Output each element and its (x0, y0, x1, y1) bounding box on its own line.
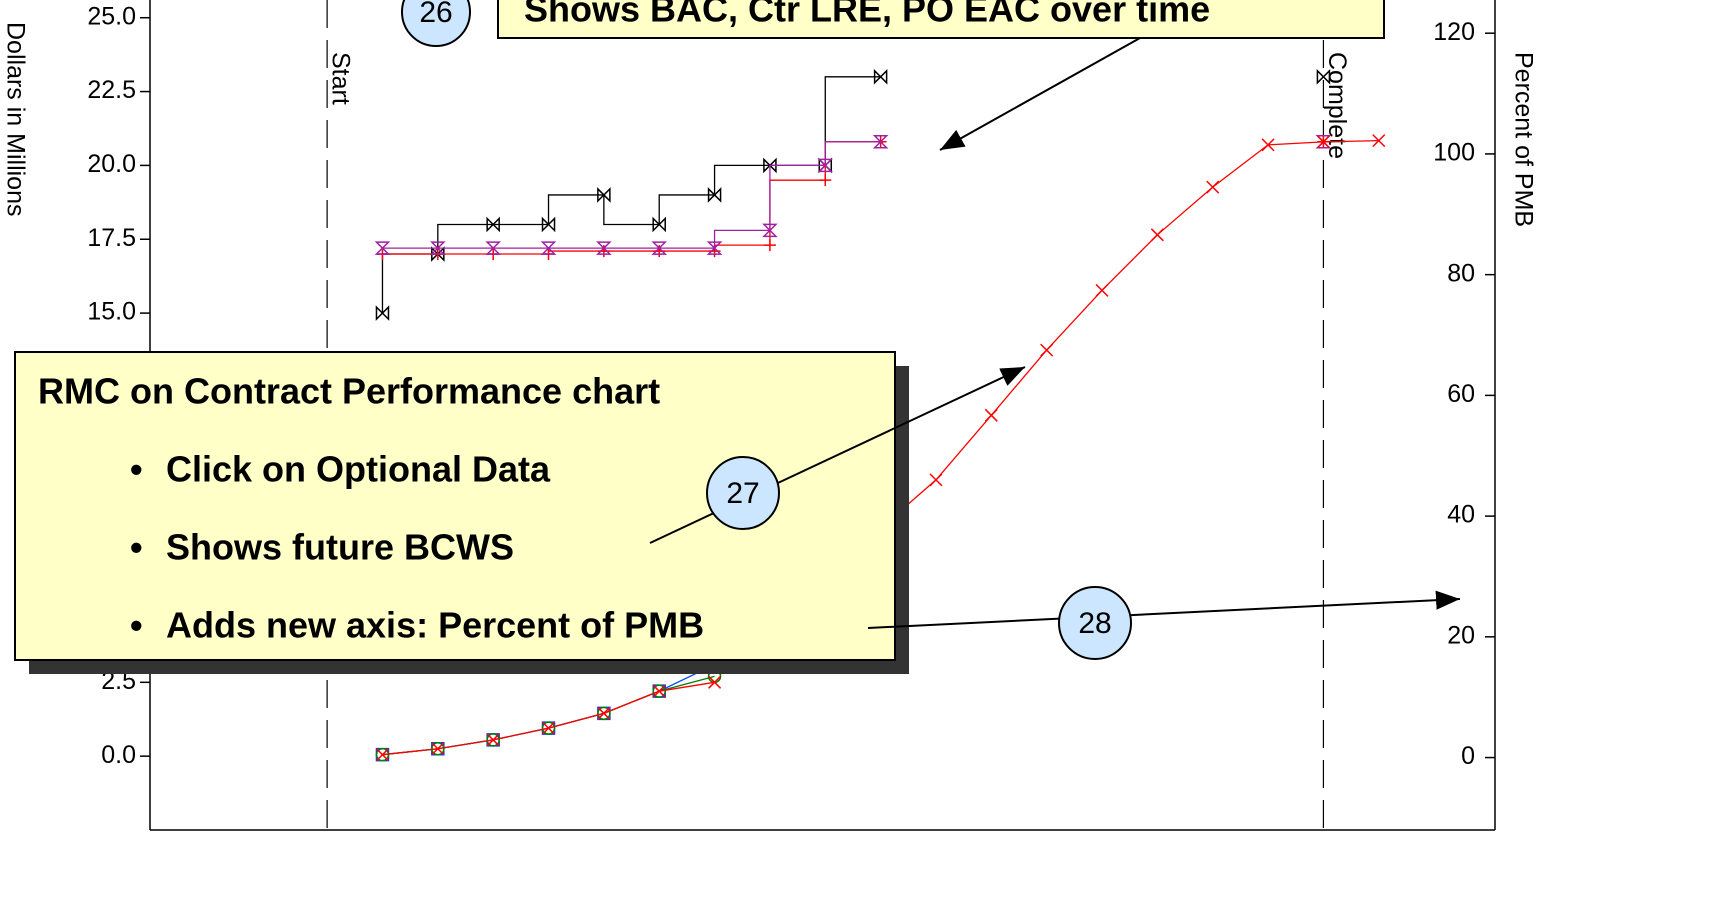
marker (1206, 180, 1220, 194)
marker (707, 187, 722, 203)
y-tick-label: 20.0 (87, 150, 136, 178)
y2-tick-label: 20 (1447, 621, 1475, 649)
marker (652, 684, 666, 698)
y2-tick-label: 120 (1433, 18, 1475, 46)
bullet-text: Shows future BCWS (166, 527, 514, 568)
y-tick-label: 25.0 (87, 2, 136, 30)
marker (596, 241, 612, 255)
marker (763, 239, 776, 252)
marker (485, 241, 501, 255)
y2-tick-label: 60 (1447, 380, 1475, 408)
marker (872, 135, 889, 149)
marker (431, 742, 445, 756)
marker (819, 174, 832, 187)
callout-number-circle (1058, 586, 1132, 660)
marker (763, 157, 777, 174)
callout-number: 28 (1078, 607, 1111, 640)
marker (541, 721, 556, 735)
marker (1095, 283, 1109, 297)
marker (597, 706, 611, 721)
bullet-text: Click on Optional Data (166, 449, 551, 490)
marker (597, 187, 611, 203)
reference-label: Start (327, 52, 355, 105)
callout-number-circle (401, 0, 471, 47)
marker (375, 305, 390, 321)
marker (1316, 135, 1330, 149)
marker (873, 68, 888, 85)
marker (929, 473, 943, 487)
arrow (867, 590, 1461, 629)
annotations: Shows BAC, Ctr LRE, PO EAC over time 26 … (14, 0, 1461, 674)
y-tick-label: 17.5 (87, 224, 136, 252)
marker (652, 216, 666, 233)
bullet-text: Adds new axis: Percent of PMB (166, 605, 704, 646)
bullet-dot: • (130, 449, 143, 490)
marker (375, 748, 389, 762)
y2-tick-label: 80 (1447, 259, 1475, 287)
marker (486, 733, 500, 747)
y2-tick-label: 100 (1433, 139, 1475, 167)
callout-box (497, 0, 1385, 39)
marker (430, 241, 446, 255)
bullet-dot: • (130, 605, 143, 646)
marker (486, 733, 500, 747)
callout-text: Shows BAC, Ctr LRE, PO EAC over time (524, 0, 1210, 30)
marker (1150, 228, 1164, 242)
y-tick-label: 15.0 (87, 298, 136, 326)
y-axis-title: Dollars in Millions (1, 22, 29, 217)
arrow (939, 37, 1141, 151)
series-line (382, 141, 881, 249)
marker (708, 675, 722, 689)
marker (541, 721, 556, 735)
marker (1316, 68, 1331, 85)
series-line (382, 664, 715, 756)
marker (486, 216, 500, 233)
series-line (382, 141, 881, 255)
marker (653, 245, 666, 258)
marker (1040, 343, 1054, 357)
y-tick-label: 22.5 (87, 76, 136, 104)
marker (597, 706, 611, 720)
panel-title: RMC on Contract Performance chart (38, 371, 660, 412)
y2-tick-label: 0 (1461, 742, 1475, 770)
marker (984, 408, 998, 422)
callout-number: 27 (726, 477, 759, 510)
marker (541, 216, 556, 233)
marker (762, 223, 778, 238)
y-tick-label: 0.0 (101, 741, 136, 769)
y2-tick-label: 40 (1447, 501, 1475, 529)
y2-axis-title: Percent of PMB (1509, 52, 1537, 227)
marker (597, 245, 610, 258)
marker (540, 241, 557, 255)
callout-number: 26 (419, 0, 452, 29)
reference-label: Complete (1323, 52, 1351, 159)
marker (374, 241, 391, 255)
marker (706, 241, 723, 255)
marker (651, 241, 668, 255)
marker (652, 684, 666, 698)
marker (1261, 138, 1275, 152)
series-line (381, 76, 881, 314)
marker (817, 158, 834, 173)
bullet-dot: • (130, 527, 143, 568)
callout-number-circle (706, 456, 780, 530)
marker (1372, 134, 1386, 148)
